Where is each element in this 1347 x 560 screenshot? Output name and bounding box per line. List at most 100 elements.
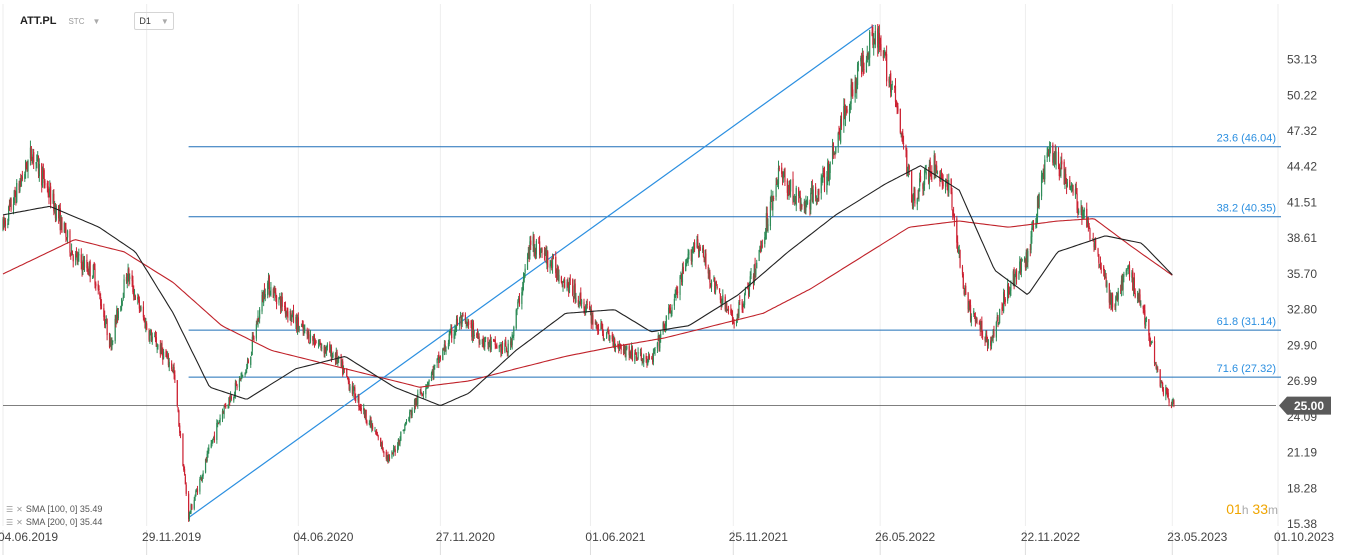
candle-body — [685, 262, 687, 272]
legend-sma200[interactable]: ☰ ✕ SMA [200, 0] 35.44 — [6, 516, 102, 529]
symbol-label[interactable]: ATT.PL — [20, 15, 57, 27]
settings-icon[interactable]: ☰ — [6, 518, 14, 527]
candle-body — [964, 288, 966, 293]
candle-body — [343, 368, 345, 370]
settings-icon[interactable]: ☰ — [6, 505, 14, 514]
candle-body — [337, 359, 339, 363]
candle-body — [516, 309, 518, 311]
candle-body — [375, 431, 377, 434]
candle-body — [642, 359, 644, 361]
candle-body — [896, 106, 898, 109]
candle-body — [635, 352, 637, 355]
candle-body — [382, 448, 384, 452]
candle-body — [1037, 199, 1039, 209]
candle-body — [454, 329, 456, 335]
candle-body — [1170, 403, 1173, 408]
candle-body — [162, 351, 165, 359]
candle-body — [557, 266, 559, 280]
candle-body — [476, 334, 478, 335]
candle-body — [681, 274, 683, 282]
candle-body — [326, 344, 328, 348]
candle-body — [951, 191, 953, 208]
candle-body — [385, 452, 387, 459]
candle-body — [721, 300, 723, 305]
candle-body — [1027, 250, 1029, 263]
candle-body — [927, 169, 930, 182]
candle-body — [550, 262, 552, 265]
candle-body — [835, 147, 837, 153]
candle-body — [225, 404, 227, 408]
candle-body — [1049, 146, 1051, 157]
x-tick-label: 27.11.2020 — [436, 530, 495, 544]
candle-body — [173, 367, 175, 375]
candle-body — [123, 279, 125, 298]
candle-body — [76, 254, 78, 262]
candle-body — [1140, 303, 1142, 305]
candle-body — [833, 152, 835, 155]
candle-body — [447, 342, 450, 349]
candle-body — [634, 352, 636, 362]
candle-body — [583, 302, 585, 309]
candle-body — [863, 69, 865, 70]
candle-body — [885, 53, 887, 57]
candle-body — [1123, 273, 1125, 277]
candle-body — [359, 406, 361, 407]
candle-body — [919, 178, 921, 187]
candle-body — [736, 313, 738, 320]
candle-body — [759, 246, 761, 252]
candle-body — [92, 265, 94, 278]
candle-body — [1162, 383, 1164, 390]
candle-body — [699, 246, 701, 251]
candle-body — [300, 326, 303, 327]
candle-body — [487, 337, 489, 345]
candle-body — [468, 321, 470, 325]
timeframe-select[interactable]: D1 ▼ — [134, 12, 174, 30]
candle-body — [1156, 367, 1158, 371]
candle-body — [128, 268, 130, 281]
candle-body — [239, 378, 241, 380]
candle-body — [450, 328, 452, 331]
candle-body — [431, 370, 433, 372]
trend-line[interactable] — [188, 24, 875, 519]
candle-body — [296, 317, 298, 331]
candle-body — [936, 165, 938, 171]
candle-body — [466, 322, 468, 326]
candle-body — [822, 172, 824, 178]
candle-body — [455, 328, 457, 331]
candle-body — [95, 283, 97, 287]
close-icon[interactable]: ✕ — [16, 518, 23, 527]
candle-body — [21, 176, 23, 180]
candle-body — [392, 448, 395, 454]
candle-body — [861, 56, 863, 74]
candle-body — [504, 342, 506, 352]
candle-body — [188, 493, 190, 520]
candle-body — [41, 163, 43, 186]
candle-body — [494, 339, 496, 346]
sma100-line[interactable] — [2, 165, 1173, 406]
candle-body — [484, 340, 486, 347]
sma200-line[interactable] — [2, 218, 1173, 388]
candle-body — [481, 339, 483, 344]
candle-body — [776, 181, 778, 185]
exchange-dropdown-icon[interactable]: ▼ — [92, 16, 101, 26]
candle-body — [697, 239, 699, 248]
close-icon[interactable]: ✕ — [16, 505, 23, 514]
candle-body — [612, 337, 614, 346]
candle-body — [1019, 261, 1021, 274]
candle-body — [688, 251, 690, 256]
candle-body — [1070, 186, 1072, 191]
candle-body — [1041, 173, 1043, 177]
candle-body — [241, 373, 243, 377]
candle-body — [439, 355, 441, 360]
candle-body — [1065, 173, 1067, 184]
candle-body — [114, 318, 116, 341]
legend-sma100[interactable]: ☰ ✕ SMA [100, 0] 35.49 — [6, 503, 102, 516]
candle-body — [884, 54, 886, 56]
candle-body — [806, 202, 808, 204]
candle-body — [652, 357, 654, 363]
candle-body — [380, 437, 382, 446]
candle-body — [371, 424, 373, 429]
candle-body — [275, 292, 277, 298]
